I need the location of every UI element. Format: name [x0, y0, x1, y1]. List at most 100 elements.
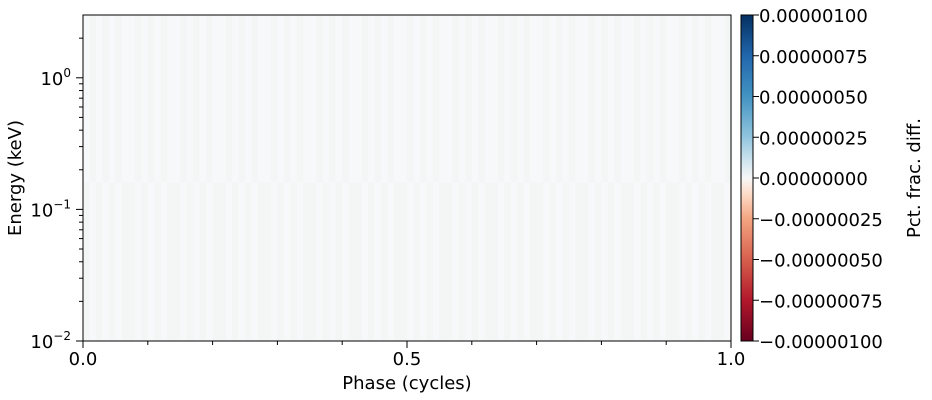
colorbar-tick-label: 0.00000075 [759, 47, 868, 68]
heatmap-cell [381, 15, 389, 183]
y-tick-label: 100 [40, 66, 71, 90]
heatmap-cell [212, 15, 220, 183]
colorbar-label: Pct. frac. diff. [904, 118, 925, 238]
heatmap-cell [510, 15, 518, 183]
heatmap-cell [257, 15, 266, 183]
heatmap-cell [290, 15, 298, 183]
heatmap-cell [121, 182, 129, 341]
heatmap-cell [245, 182, 253, 341]
heatmap-cell [270, 15, 278, 183]
y-axis: 10−2 10−1 100 [30, 37, 83, 353]
heatmap-cell [536, 182, 544, 341]
heatmap-cell [225, 182, 233, 341]
heatmap-cell [569, 15, 577, 183]
heatmap-cell [83, 182, 91, 341]
heatmap-cell [672, 15, 680, 183]
colorbar-tick-label: 0.00000050 [759, 88, 868, 109]
heatmap-cell [711, 182, 719, 341]
heatmap-cell [705, 182, 713, 341]
heatmap-cell [154, 182, 162, 341]
heatmap-cell [419, 15, 428, 183]
heatmap-cell [212, 182, 220, 341]
heatmap-cell [387, 15, 395, 183]
heatmap-cell [89, 182, 97, 341]
heatmap-cell [102, 15, 110, 183]
heatmap-cell [160, 15, 168, 183]
heatmap-cell [374, 15, 382, 183]
x-tick-label: 0.5 [393, 349, 422, 370]
heatmap-cell [264, 182, 272, 341]
heatmap-cell [471, 182, 479, 341]
heatmap-cell [614, 182, 622, 341]
heatmap-cell [426, 182, 434, 341]
heatmap-cell [141, 15, 149, 183]
heatmap-cell [141, 182, 149, 341]
heatmap-cell [413, 182, 421, 341]
x-tick-label: 1.0 [717, 349, 746, 370]
heatmap-cell [400, 15, 408, 183]
heatmap-cell [394, 15, 402, 183]
heatmap-cell [556, 182, 564, 341]
heatmap-cell [335, 182, 343, 341]
heatmap-cell [309, 182, 317, 341]
heatmap-cell [588, 15, 596, 183]
heatmap-cell [238, 15, 246, 183]
heatmap-cell [329, 182, 337, 341]
heatmap-cell [478, 182, 486, 341]
heatmap-cell [232, 182, 240, 341]
heatmap-cell [633, 182, 641, 341]
heatmap-cell [329, 15, 337, 183]
heatmap-cell [270, 182, 278, 341]
heatmap-cell [646, 182, 654, 341]
heatmap-cell [510, 182, 518, 341]
heatmap-cell [89, 15, 97, 183]
heatmap-cell [355, 15, 363, 183]
colorbar-tick-label: −0.00000025 [759, 210, 883, 231]
heatmap-cell [517, 182, 525, 341]
heatmap-cell [419, 182, 428, 341]
heatmap-cell [581, 15, 590, 183]
heatmap-cell [206, 15, 214, 183]
heatmap-cell [575, 182, 583, 341]
heatmap-cell [497, 15, 505, 183]
heatmap-cell [95, 182, 104, 341]
heatmap-cell [484, 182, 492, 341]
heatmap-cell [400, 182, 408, 341]
heatmap-cell [186, 15, 194, 183]
heatmap-cell [102, 182, 110, 341]
heatmap-cell [620, 182, 628, 341]
heatmap-cell [685, 182, 693, 341]
heatmap-cell [387, 182, 395, 341]
heatmap-cell [432, 15, 440, 183]
heatmap-cell [491, 15, 499, 183]
heatmap-cell [245, 15, 253, 183]
heatmap-cell [452, 182, 460, 341]
heatmap-cell [478, 15, 486, 183]
heatmap-cell [219, 182, 227, 341]
heatmap-cell [322, 15, 330, 183]
x-tick-label: 0.0 [69, 349, 98, 370]
colorbar-gradient [740, 14, 754, 342]
heatmap-cell [407, 182, 415, 341]
heatmap-cell [562, 15, 570, 183]
heatmap-cell [588, 182, 596, 341]
heatmap-cell [173, 182, 181, 341]
heatmap-cell [361, 182, 369, 341]
heatmap-cell [653, 15, 661, 183]
heatmap-cell [374, 182, 382, 341]
heatmap-cell [543, 182, 551, 341]
heatmap-cell [607, 15, 615, 183]
heatmap-cell [348, 182, 356, 341]
heatmap-cell [627, 182, 635, 341]
heatmap-cell [413, 15, 421, 183]
colorbar-tick-label: 0.00000000 [759, 169, 868, 190]
heatmap-cell [530, 15, 538, 183]
heatmap-cell [134, 15, 142, 183]
heatmap-cell [523, 15, 531, 183]
heatmap-cell [517, 15, 525, 183]
colorbar-tick-label: −0.00000100 [759, 332, 883, 353]
colorbar-tick-label: −0.00000075 [759, 291, 883, 312]
heatmap-cell [452, 15, 460, 183]
heatmap-cell [316, 182, 324, 341]
heatmap-cell [659, 182, 667, 341]
